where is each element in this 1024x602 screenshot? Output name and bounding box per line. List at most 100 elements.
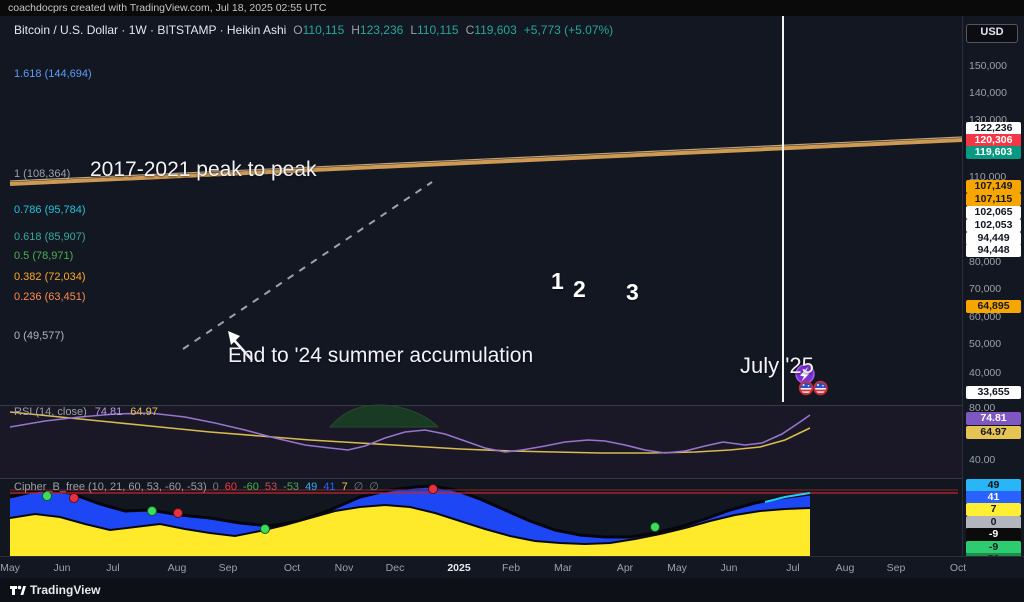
axis-price-chip: 122,236 [966, 122, 1021, 135]
fib-label: 0.236 (63,451) [14, 291, 86, 303]
tradingview-logo-icon[interactable] [10, 583, 26, 597]
axis-price-chip: 7 [966, 503, 1021, 516]
time-label[interactable]: Mar [553, 562, 573, 574]
time-label[interactable]: May [0, 562, 20, 574]
time-label[interactable]: May [667, 562, 687, 574]
bottom-bar: TradingView [0, 578, 1024, 602]
rsi-header[interactable]: RSI (14, close) 74.81 64.97 [14, 406, 158, 418]
change-value: +5,773 (+5.07%) [523, 23, 614, 37]
close-value: 119,603 [474, 23, 517, 37]
high-value: 123,236 [359, 23, 404, 37]
number-annotation: 3 [626, 279, 639, 305]
fib-label: 1 (108,364) [14, 168, 71, 180]
axis-price-chip: 64.97 [966, 426, 1021, 439]
cipher-value: 53 [264, 481, 278, 493]
low-label: L [410, 23, 417, 37]
credit-text: coachdocprs created with TradingView.com… [8, 2, 327, 14]
number-annotation: 2 [573, 276, 586, 302]
axis-price-chip: 102,053 [966, 219, 1021, 232]
axis-label: 70,000 [969, 283, 1002, 295]
axis-price-chip: 102,065 [966, 206, 1021, 219]
open-value: 110,115 [302, 23, 345, 37]
axis-label: 40.00 [969, 454, 996, 466]
price-pane[interactable] [0, 16, 962, 405]
time-label[interactable]: Aug [167, 562, 187, 574]
close-label: C [465, 23, 475, 37]
axis-price-chip: -9 [966, 541, 1021, 554]
time-label[interactable]: 2025 [447, 562, 471, 574]
time-label[interactable]: Jun [720, 562, 738, 574]
time-axis[interactable]: May Jun Jul Aug Sep Oct Nov Dec 2025 Feb Mar Apr May… [0, 556, 1024, 578]
cipher-value: 49 [305, 481, 318, 493]
fib-label: 0 (49,577) [14, 330, 65, 342]
axis-price-chip: 107,149 [966, 180, 1021, 193]
time-label[interactable]: Jun [53, 562, 71, 574]
axis-label: 60,000 [969, 311, 1002, 323]
axis-label: 50,000 [969, 338, 1002, 350]
axis-price-chip: -9 [966, 528, 1021, 541]
price-axis[interactable]: USD 150,000 140,000 130,000 110,000 80,000 70… [962, 16, 1024, 566]
symbol-title[interactable]: Bitcoin / U.S. Dollar · 1W · BITSTAMP · … [14, 23, 287, 37]
time-label[interactable]: Feb [501, 562, 521, 574]
axis-label: 80,000 [969, 256, 1002, 268]
fib-label: 0.786 (95,784) [14, 204, 86, 216]
axis-label: 80.00 [969, 402, 996, 414]
cipher-values: 0 60 -60 53 -53 49 41 7 ∅ ∅ [207, 481, 379, 493]
cipher-header[interactable]: Cipher_B_free (10, 21, 60, 53, -60, -53)… [14, 480, 379, 493]
axis-label: 40,000 [969, 367, 1002, 379]
cipher-title[interactable]: Cipher_B_free (10, 21, 60, 53, -60, -53) [14, 481, 207, 493]
axis-price-chip: 0 [966, 516, 1021, 529]
axis-price-chip: 107,115 [966, 193, 1021, 206]
axis-label: 150,000 [969, 60, 1007, 72]
fib-label: 1.618 (144,694) [14, 68, 92, 80]
time-label[interactable]: Dec [385, 562, 405, 574]
symbol-info-bar[interactable]: Bitcoin / U.S. Dollar · 1W · BITSTAMP · … [14, 23, 613, 37]
cipher-value: 7 [341, 481, 348, 493]
cipher-value: 60 [224, 481, 237, 493]
time-label[interactable]: Jul [106, 562, 120, 574]
time-label[interactable]: Sep [218, 562, 238, 574]
fib-label: 0.618 (85,907) [14, 231, 86, 243]
pane-separator[interactable] [0, 478, 1024, 479]
rsi-value: 74.81 [94, 406, 123, 418]
currency-button[interactable]: USD [966, 24, 1018, 43]
fib-label: 0.5 (78,971) [14, 250, 74, 262]
rsi-ma-value: 64.97 [130, 406, 158, 418]
credit-bar: coachdocprs created with TradingView.com… [0, 0, 1024, 16]
axis-price-chip: 49 [966, 479, 1021, 492]
annotation-peak-to-peak[interactable]: 2017-2021 peak to peak [90, 158, 317, 181]
axis-price-chip: 74.81 [966, 412, 1021, 425]
axis-price-chip: 94,449 [966, 232, 1021, 245]
cipher-value: -53 [283, 481, 300, 493]
annotation-accumulation[interactable]: End to '24 summer accumulation [228, 344, 534, 367]
cipher-value: ∅ [369, 481, 379, 493]
time-label[interactable]: Sep [886, 562, 906, 574]
axis-price-chip: 94,448 [966, 244, 1021, 257]
cipher-value: -60 [243, 481, 259, 493]
number-annotation: 1 [551, 268, 564, 294]
low-value: 110,115 [417, 23, 459, 37]
pane-separator[interactable] [0, 405, 1024, 406]
time-label[interactable]: Nov [334, 562, 354, 574]
time-label[interactable]: Oct [283, 562, 301, 574]
axis-label: 140,000 [969, 87, 1007, 99]
axis-price-chip: 119,603 [966, 146, 1021, 159]
high-label: H [351, 23, 360, 37]
axis-price-chip: 33,655 [966, 386, 1021, 399]
cipher-value: 0 [212, 481, 219, 493]
open-label: O [293, 23, 303, 37]
rsi-title[interactable]: RSI (14, close) [14, 406, 87, 418]
fib-label: 0.382 (72,034) [14, 271, 86, 283]
axis-price-chip: 120,306 [966, 134, 1021, 147]
cipher-value: 41 [323, 481, 336, 493]
time-label[interactable]: Oct [949, 562, 967, 574]
axis-price-chip: 64,895 [966, 300, 1021, 313]
time-label[interactable]: Jul [786, 562, 800, 574]
cipher-value: ∅ [353, 481, 364, 493]
time-label[interactable]: Apr [616, 562, 634, 574]
tradingview-logo-text[interactable]: TradingView [30, 583, 101, 597]
annotation-july-25[interactable]: July '25 [740, 353, 814, 378]
time-label[interactable]: Aug [835, 562, 855, 574]
axis-price-chip: 41 [966, 491, 1021, 504]
